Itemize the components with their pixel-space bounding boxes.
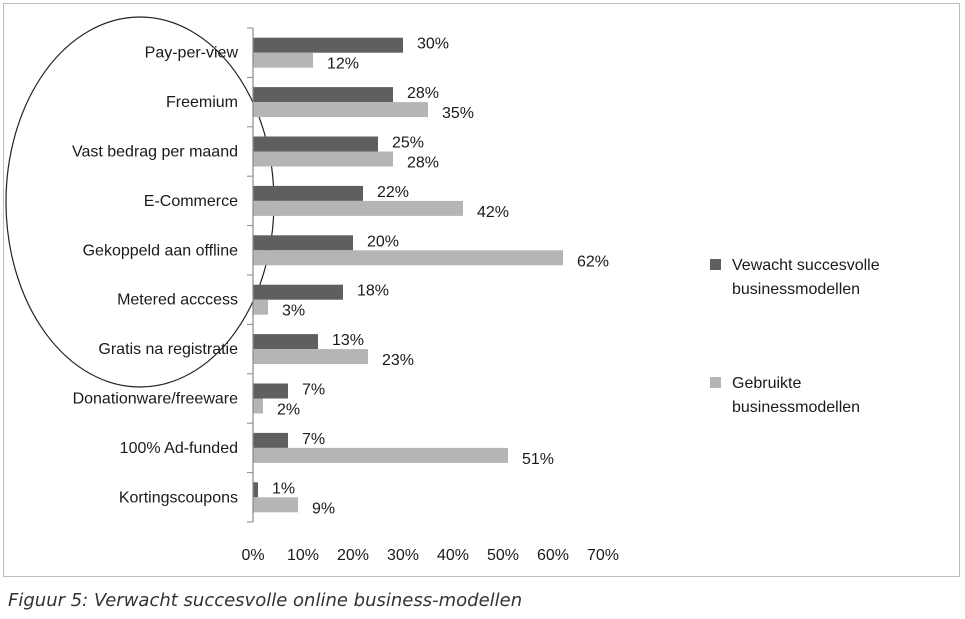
data-label: 1% [272, 480, 295, 497]
data-label: 25% [392, 135, 424, 152]
x-tick-label: 10% [287, 547, 319, 564]
data-label: 13% [332, 332, 364, 349]
bar-expected [253, 136, 378, 152]
data-label: 35% [442, 105, 474, 122]
bar-used [253, 447, 508, 463]
data-label: 18% [357, 283, 389, 300]
bar-expected [253, 383, 288, 399]
data-label: 7% [302, 382, 325, 399]
bar-expected [253, 284, 343, 300]
bar-used [253, 151, 393, 167]
category-label: Metered acccess [117, 292, 238, 309]
legend-label: businessmodellen [732, 281, 860, 298]
data-label: 12% [327, 56, 359, 73]
chart-frame: Pay-per-view Freemium Vast bedrag per maan… [3, 3, 960, 577]
bar-used [253, 102, 428, 118]
bar-expected [253, 334, 318, 350]
category-label: Freemium [166, 94, 238, 111]
bar-used [253, 398, 263, 414]
bar-used [253, 52, 313, 68]
bar-chart: Pay-per-view Freemium Vast bedrag per maan… [5, 16, 880, 564]
x-tick-label: 70% [587, 547, 619, 564]
category-label: E-Commerce [144, 193, 238, 210]
category-label: Vast bedrag per maand [72, 144, 238, 161]
data-label: 9% [312, 500, 335, 517]
bar-expected [253, 235, 353, 251]
bar-used [253, 497, 298, 513]
legend-swatch [710, 377, 721, 388]
bar-expected [253, 185, 363, 201]
x-tick-label: 20% [337, 547, 369, 564]
data-label: 7% [302, 431, 325, 448]
legend-label: businessmodellen [732, 399, 860, 416]
bar-expected [253, 37, 403, 53]
legend-swatch [710, 259, 721, 270]
data-label: 28% [407, 85, 439, 102]
data-label: 23% [382, 352, 414, 369]
category-label: Gekoppeld aan offline [83, 242, 238, 259]
x-tick-label: 30% [387, 547, 419, 564]
category-label: Gratis na registratie [98, 341, 238, 358]
bar-used [253, 250, 563, 266]
data-label: 42% [477, 204, 509, 221]
bar-used [253, 349, 368, 365]
data-label: 22% [377, 184, 409, 201]
bar-expected [253, 87, 393, 103]
x-tick-label: 50% [487, 547, 519, 564]
bar-used [253, 299, 268, 315]
data-label: 20% [367, 233, 399, 250]
bar-used [253, 200, 463, 216]
x-tick-label: 60% [537, 547, 569, 564]
bar-expected [253, 482, 258, 498]
data-label: 51% [522, 451, 554, 468]
data-label: 2% [277, 402, 300, 419]
data-label: 28% [407, 155, 439, 172]
x-tick-label: 40% [437, 547, 469, 564]
category-label: Kortingscoupons [119, 489, 238, 506]
x-tick-label: 0% [241, 547, 264, 564]
data-label: 62% [577, 253, 609, 270]
category-label: Pay-per-view [145, 45, 239, 62]
legend-label: Gebruikte [732, 375, 801, 392]
category-label: 100% Ad-funded [120, 440, 238, 457]
bar-expected [253, 432, 288, 448]
data-label: 30% [417, 36, 449, 53]
figure-caption: Figuur 5: Verwacht succesvolle online bu… [8, 590, 523, 611]
legend-label: Vewacht succesvolle [732, 257, 880, 274]
data-label: 3% [282, 303, 305, 320]
category-label: Donationware/freeware [73, 391, 239, 408]
